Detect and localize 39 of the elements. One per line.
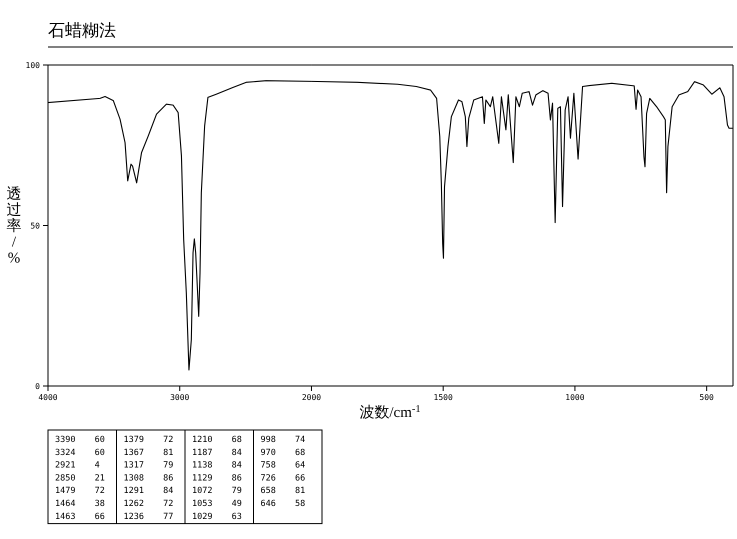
x-tick-label: 1000 bbox=[565, 393, 585, 402]
text: 3324 60 bbox=[55, 448, 105, 458]
text: 1367 81 bbox=[124, 448, 174, 458]
x-tick-label: 4000 bbox=[38, 393, 58, 402]
text: 646 58 bbox=[260, 499, 306, 509]
text: 2921 4 bbox=[55, 460, 100, 471]
text: 658 81 bbox=[260, 486, 306, 496]
text: 2850 21 bbox=[55, 473, 105, 484]
text: 1210 68 bbox=[192, 435, 242, 445]
text: 1138 84 bbox=[192, 460, 242, 471]
y-axis-title: 透过率/% bbox=[6, 186, 22, 266]
text: 1187 84 bbox=[192, 448, 242, 458]
text: 758 64 bbox=[260, 460, 306, 471]
text: 726 66 bbox=[260, 473, 306, 484]
text: 998 74 bbox=[260, 435, 306, 445]
text: 1072 79 bbox=[192, 486, 242, 496]
text: 1379 72 bbox=[124, 435, 174, 445]
x-tick-label: 3000 bbox=[170, 393, 190, 402]
y-tick-label: 0 bbox=[35, 382, 40, 391]
text: 3390 60 bbox=[55, 435, 105, 445]
y-tick-label: 50 bbox=[30, 222, 40, 230]
text: 1236 77 bbox=[124, 512, 174, 522]
text: 970 68 bbox=[260, 448, 306, 458]
x-axis-title: 波数/cm$^{-1}$ bbox=[359, 404, 421, 421]
text: 1029 63 bbox=[192, 512, 242, 522]
text: 1262 72 bbox=[124, 499, 174, 509]
x-tick-label: 2000 bbox=[302, 393, 322, 402]
text: 1053 49 bbox=[192, 499, 242, 509]
text: 1308 86 bbox=[124, 473, 174, 484]
x-tick-label: 1500 bbox=[434, 393, 454, 402]
text: 1464 38 bbox=[55, 499, 105, 509]
text: 1129 86 bbox=[192, 473, 242, 484]
text: 1463 66 bbox=[55, 512, 105, 522]
y-tick-label: 100 bbox=[26, 61, 40, 70]
x-tick-label: 500 bbox=[699, 393, 714, 402]
text: 1317 79 bbox=[124, 460, 174, 471]
text: 1479 72 bbox=[55, 486, 105, 496]
text: 1291 84 bbox=[124, 486, 174, 496]
chart-title: 石蜡糊法 bbox=[48, 21, 116, 40]
